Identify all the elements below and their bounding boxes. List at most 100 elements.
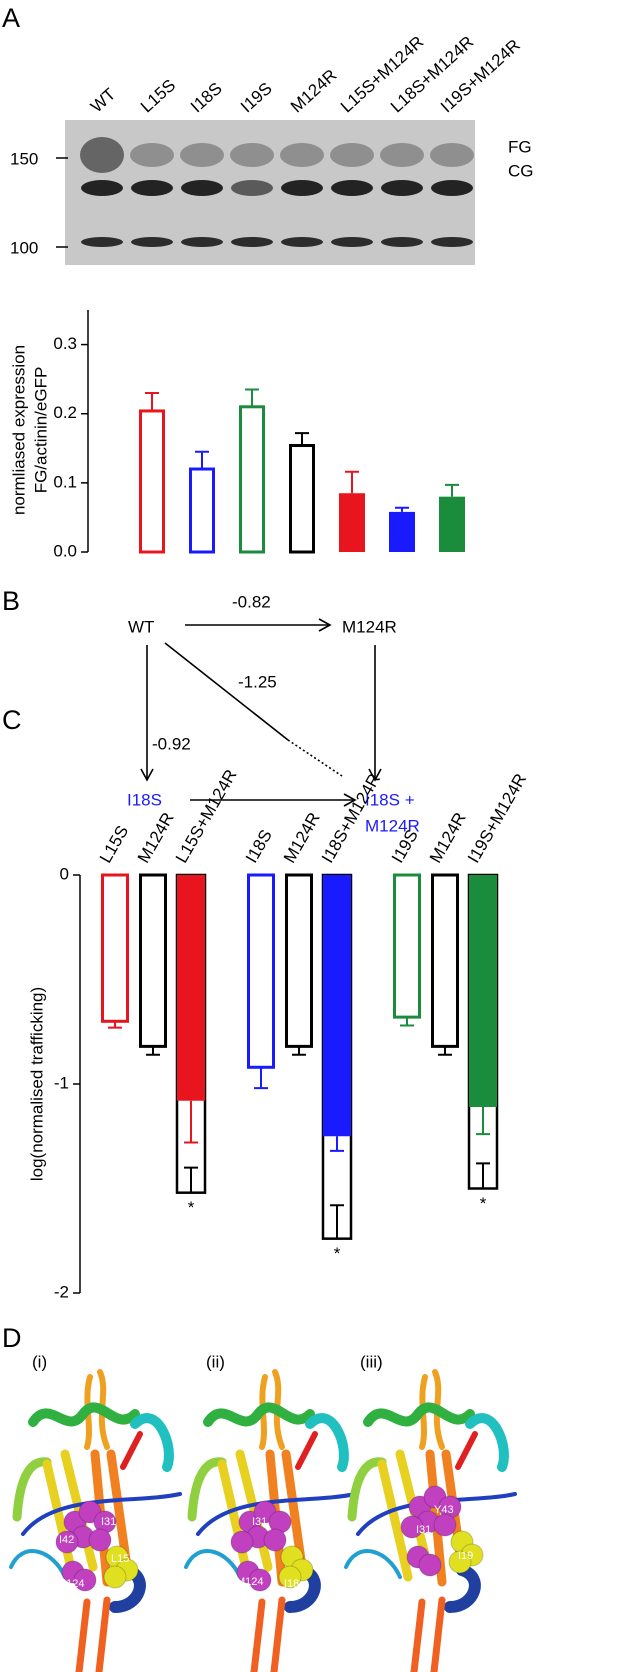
structure-label: (iii) xyxy=(360,1352,383,1371)
x-tick-label: I18S xyxy=(242,826,276,866)
panel-label: A xyxy=(2,3,20,33)
x-tick-label: L15S+M124R xyxy=(172,766,241,866)
x-tick-label: I18S xyxy=(187,79,226,117)
x-tick-label: I19S xyxy=(237,79,276,117)
y-tick-label: 0.2 xyxy=(53,403,77,422)
residue-label: I31 xyxy=(252,1516,267,1528)
significance-marker: * xyxy=(480,1194,487,1213)
y-tick-label: 0 xyxy=(60,864,69,883)
blot-band xyxy=(381,237,423,247)
ribbon xyxy=(42,1459,78,1582)
residue-sphere xyxy=(88,1528,112,1552)
blot-band xyxy=(81,237,123,247)
bar xyxy=(239,405,265,554)
blot-band xyxy=(180,143,224,167)
y-tick-label: -2 xyxy=(54,1282,69,1301)
x-tick-label: M124R xyxy=(134,809,178,866)
panel-label: C xyxy=(2,705,22,735)
ribbon xyxy=(250,1598,266,1672)
ribbon xyxy=(465,1413,509,1472)
band-label: CG xyxy=(508,161,534,180)
bar xyxy=(139,873,167,1048)
panel-label: D xyxy=(2,1323,22,1353)
ribbon xyxy=(410,1598,426,1672)
error-bar xyxy=(295,432,309,446)
blot-band xyxy=(130,143,174,167)
residue-sphere xyxy=(400,1515,424,1539)
x-tick-label: L15S xyxy=(96,822,132,866)
blot-band xyxy=(380,143,424,167)
ribbon xyxy=(347,1457,387,1522)
blot-band xyxy=(280,143,324,167)
ribbon xyxy=(106,1449,132,1572)
residue-label: I126 xyxy=(304,1524,325,1536)
blot-band xyxy=(131,237,173,247)
ribbon xyxy=(444,1564,481,1613)
significance-marker: * xyxy=(188,1198,195,1217)
residue-sphere xyxy=(103,1565,127,1589)
ribbon xyxy=(363,1402,475,1427)
y-axis-label: normliased expression xyxy=(9,345,28,515)
significance-marker: * xyxy=(334,1244,341,1263)
panel-label: B xyxy=(2,586,20,616)
ribbon xyxy=(75,1598,91,1672)
structure-label: (i) xyxy=(32,1352,47,1371)
ribbon xyxy=(281,1449,307,1572)
ribbon xyxy=(270,1596,286,1672)
y-tick-label: 0.3 xyxy=(53,334,77,353)
bar xyxy=(289,444,315,554)
residue-label: L15 xyxy=(111,1553,129,1565)
ribbon xyxy=(130,1413,174,1472)
structure-label: (ii) xyxy=(206,1352,225,1371)
ribbon xyxy=(12,1457,52,1522)
residue-label: I18 xyxy=(284,1578,299,1590)
ribbon xyxy=(184,1549,242,1579)
node-label: M124R xyxy=(365,816,420,835)
ribbon xyxy=(203,1402,315,1427)
residue-sphere xyxy=(433,1513,457,1537)
edge-label: -0.82 xyxy=(232,592,271,611)
x-tick-label: M124R xyxy=(287,66,340,117)
error-bar xyxy=(145,391,159,411)
ribbon xyxy=(430,1596,446,1672)
residue-sphere xyxy=(278,1565,302,1589)
bar xyxy=(189,467,215,554)
y-tick-label: 0.0 xyxy=(53,541,77,560)
edge-label: -1.25 xyxy=(238,672,277,691)
bar xyxy=(247,873,275,1069)
residue-label: I31 xyxy=(101,1516,116,1528)
bar xyxy=(439,496,465,552)
blot-band xyxy=(331,237,373,247)
x-tick-label: L15S+M124R xyxy=(337,32,427,116)
arrow xyxy=(164,642,289,741)
node-label: WT xyxy=(128,617,154,636)
blot-band xyxy=(431,180,473,196)
ribbon xyxy=(377,1459,413,1582)
error-bar xyxy=(195,450,209,470)
bar xyxy=(469,875,497,1107)
residue-label: I19 xyxy=(458,1550,473,1562)
y-axis-label: FG/actinin/eGFP xyxy=(31,367,50,494)
blot-band xyxy=(431,237,473,247)
bar xyxy=(139,409,165,554)
error-bar xyxy=(245,388,259,407)
blot-band xyxy=(230,143,274,167)
ribbon xyxy=(295,1431,318,1470)
ribbon xyxy=(455,1431,478,1470)
residue-label: Y43 xyxy=(434,1504,454,1516)
ribbon xyxy=(28,1402,140,1427)
blot-band xyxy=(131,180,173,196)
blot-band xyxy=(281,180,323,196)
y-tick-label: 0.1 xyxy=(53,472,77,491)
edge-label: -0.92 xyxy=(152,734,191,753)
dotted-line xyxy=(287,739,343,777)
bar xyxy=(285,873,313,1048)
blot-band xyxy=(181,237,223,247)
blot-band xyxy=(430,143,474,167)
node-label: I18S + xyxy=(365,790,415,809)
node-label: M124R xyxy=(342,617,397,636)
ribbon xyxy=(196,1492,357,1536)
node-label: I18S xyxy=(127,790,162,809)
